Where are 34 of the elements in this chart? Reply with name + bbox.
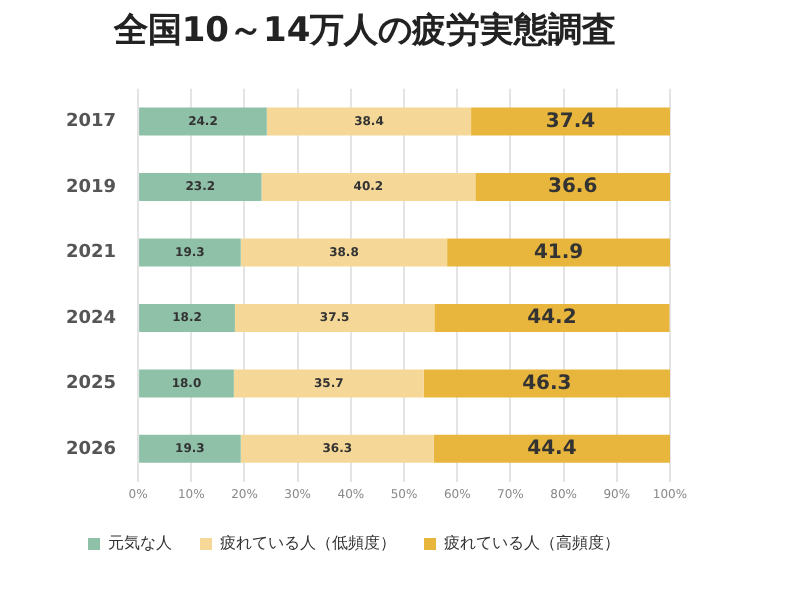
bar bbox=[240, 238, 448, 267]
bar bbox=[447, 238, 670, 267]
y-tick-label: 2024 bbox=[65, 308, 117, 329]
bar bbox=[261, 173, 476, 201]
bar bbox=[234, 303, 435, 332]
bar bbox=[139, 238, 241, 267]
bar bbox=[139, 107, 267, 136]
legend-label: 疲れている人（低頻度） bbox=[220, 534, 396, 553]
legend-label: 元気な人 bbox=[108, 534, 172, 553]
bar bbox=[240, 434, 434, 463]
y-tick-label: 2025 bbox=[65, 374, 117, 395]
bar bbox=[423, 369, 670, 398]
data-label: 46.3 bbox=[522, 372, 572, 395]
data-label: 41.9 bbox=[533, 241, 584, 264]
bar bbox=[233, 369, 424, 398]
bar bbox=[475, 173, 670, 201]
data-label: 44.2 bbox=[527, 307, 577, 330]
bar bbox=[139, 303, 235, 332]
bar bbox=[139, 173, 262, 201]
data-label: 44.4 bbox=[527, 438, 577, 461]
y-tick-label: 2026 bbox=[65, 439, 117, 460]
bar bbox=[139, 369, 234, 398]
y-tick-label: 2021 bbox=[65, 243, 117, 264]
bar bbox=[471, 107, 670, 136]
bar bbox=[139, 434, 241, 463]
chart-title: 全国10～14万人の疲労実態調査 bbox=[111, 11, 617, 52]
bar bbox=[266, 107, 472, 136]
data-label: 37.4 bbox=[545, 110, 596, 133]
legend-label: 疲れている人（高頻度） bbox=[444, 534, 620, 553]
bar bbox=[434, 303, 670, 332]
y-tick-label: 2019 bbox=[65, 177, 117, 198]
data-label: 36.6 bbox=[547, 176, 598, 199]
y-tick-label: 2017 bbox=[65, 112, 117, 133]
bar bbox=[433, 434, 670, 463]
